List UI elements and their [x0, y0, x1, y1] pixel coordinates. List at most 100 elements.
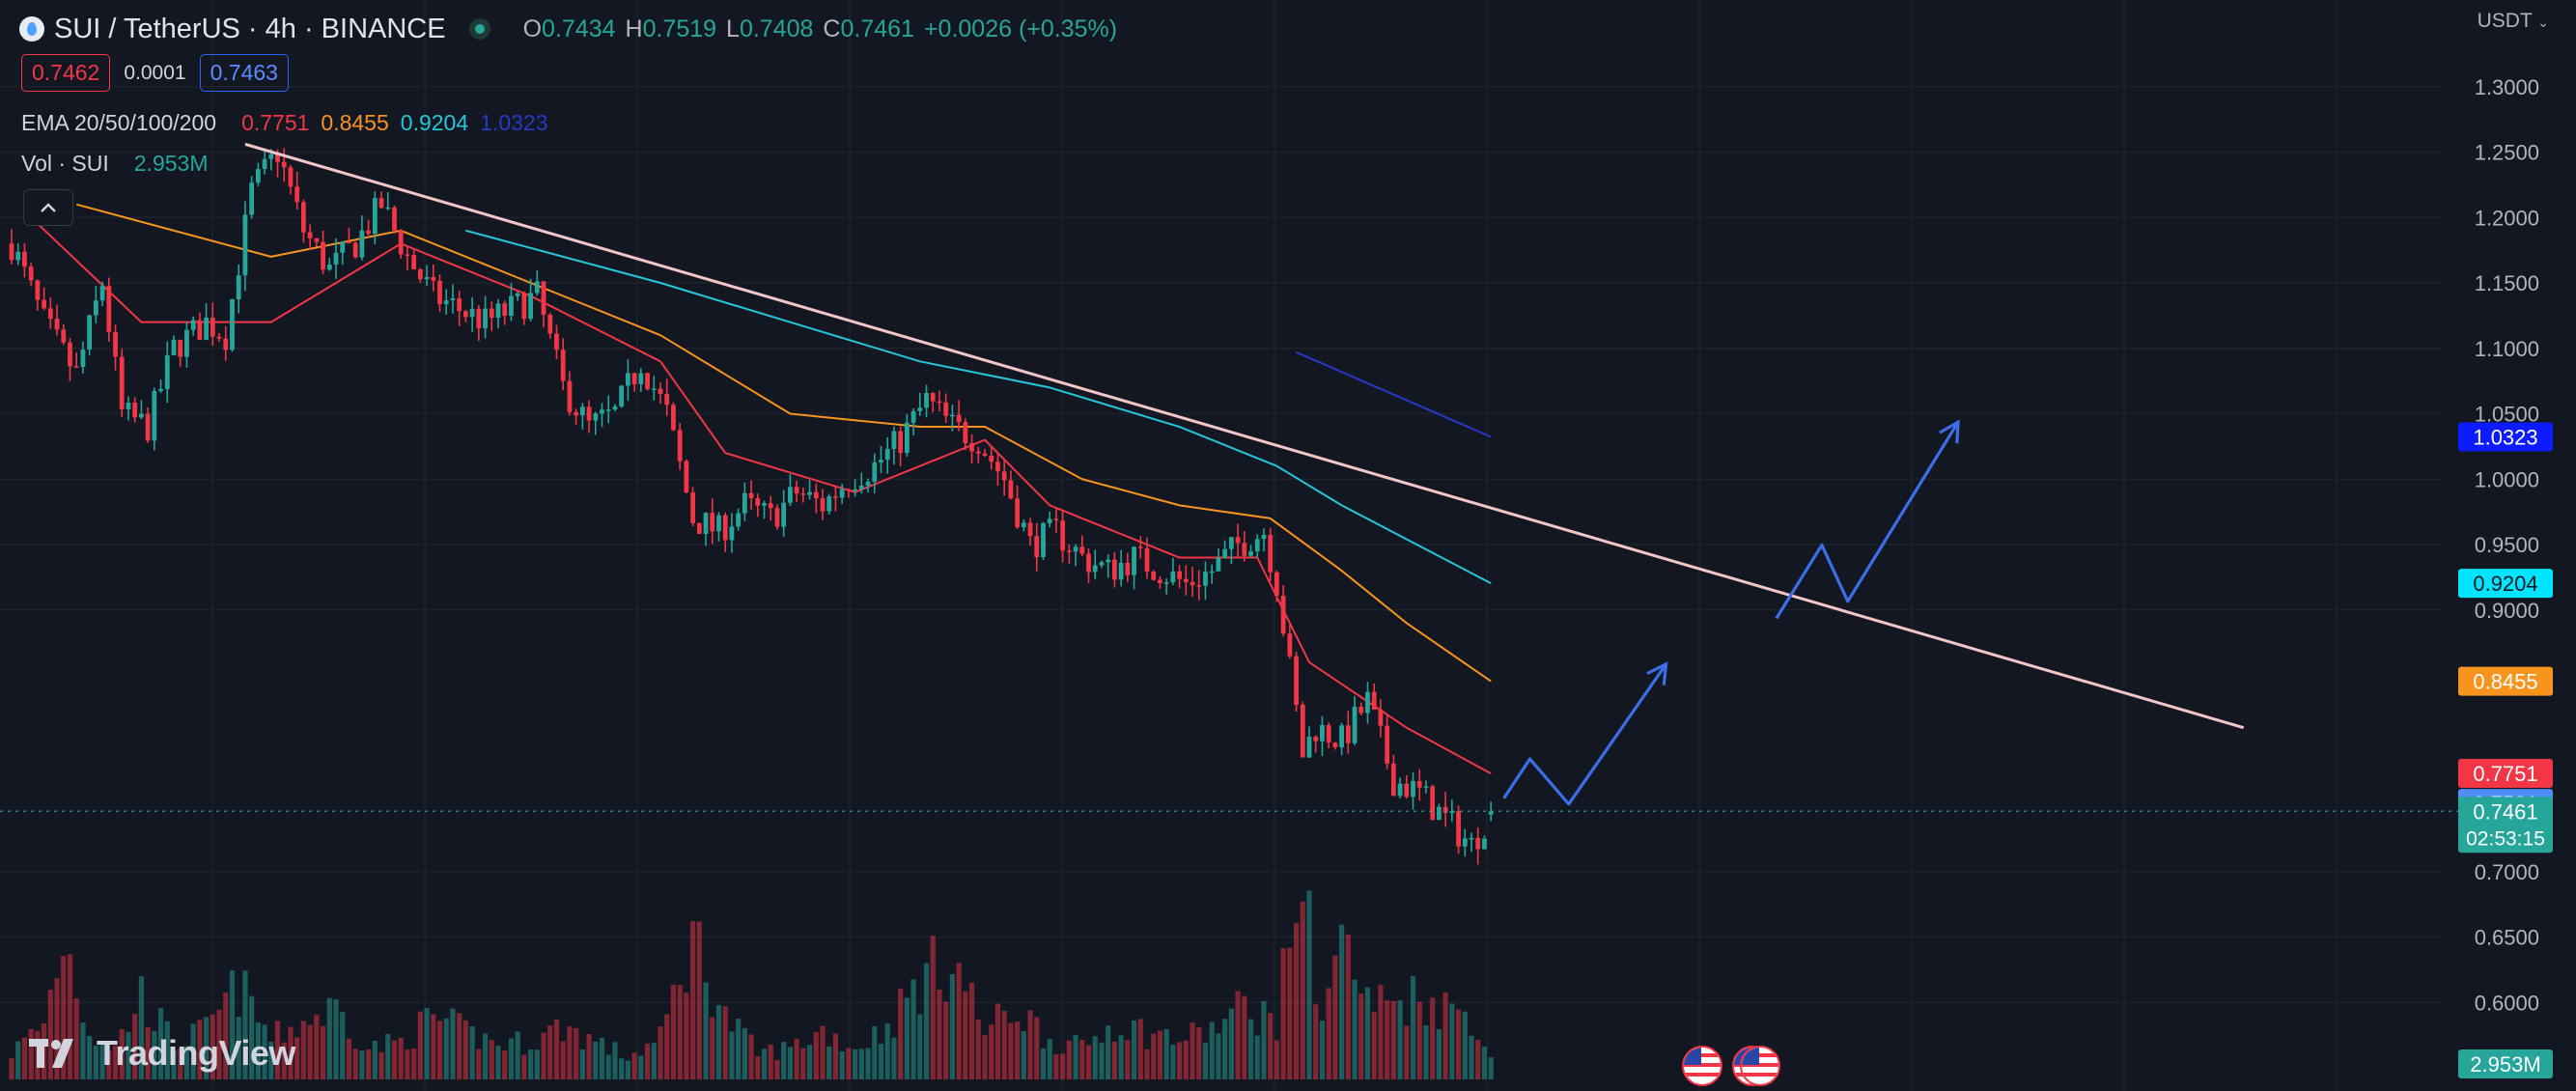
- candle: [9, 243, 14, 261]
- price-axis[interactable]: 1.3000 1.2500 1.2000 1.1500 1.1000 1.0500 1.00…: [2458, 75, 2553, 1078]
- candle: [1137, 546, 1143, 548]
- candle: [340, 241, 346, 253]
- volume-bar: [1300, 901, 1305, 1079]
- volume-bar: [593, 1041, 599, 1079]
- volume-bar: [320, 1025, 326, 1079]
- candle: [690, 491, 695, 523]
- candle: [1047, 518, 1052, 523]
- volume-bar: [884, 1022, 890, 1079]
- candle: [275, 154, 280, 162]
- volume-bar: [54, 978, 60, 1079]
- volume-bar: [1177, 1042, 1183, 1079]
- candle: [262, 158, 267, 170]
- volume-bar: [994, 1003, 1001, 1079]
- candle: [314, 238, 320, 242]
- candle: [1397, 783, 1403, 797]
- volume-bar: [1040, 1048, 1047, 1079]
- volume-bar: [670, 985, 677, 1079]
- volume-bar: [710, 1017, 715, 1079]
- us-flag-event-icon[interactable]: [1682, 1046, 1722, 1086]
- candle: [145, 413, 151, 441]
- projection-path: [1775, 421, 1960, 620]
- volume-bar: [1371, 1012, 1377, 1079]
- user-drawings[interactable]: [0, 142, 2460, 813]
- volume-bar: [715, 1004, 722, 1079]
- volume-bar: [1416, 1001, 1422, 1079]
- volume-bar: [625, 1060, 630, 1079]
- ohlc-low: L0.7408: [726, 14, 814, 42]
- candle: [736, 513, 742, 527]
- candle: [47, 308, 53, 320]
- buy-price-button[interactable]: 0.7463: [199, 54, 289, 92]
- candle: [301, 202, 306, 233]
- candle: [333, 252, 339, 266]
- sell-price-button[interactable]: 0.7462: [21, 54, 111, 92]
- candle: [405, 254, 410, 257]
- ema-legend[interactable]: EMA 20/50/100/200 0.7751 0.8455 0.9204 1…: [21, 110, 548, 136]
- volume-bar: [1449, 1003, 1455, 1079]
- candle: [638, 373, 644, 385]
- volume-bar: [21, 1037, 28, 1079]
- candle: [255, 169, 261, 183]
- volume-bar: [1488, 1057, 1494, 1079]
- candle: [975, 451, 981, 454]
- candle: [1352, 707, 1358, 743]
- candle: [1482, 838, 1487, 850]
- market-status-icon[interactable]: [468, 18, 490, 40]
- candle: [1073, 546, 1078, 552]
- candle: [437, 280, 442, 305]
- volume-bar: [436, 1021, 443, 1079]
- symbol-title[interactable]: SUI / TetherUS · 4h · BINANCE: [54, 13, 446, 44]
- candle: [80, 350, 86, 368]
- candle: [703, 513, 709, 534]
- volume-bar: [307, 1024, 313, 1079]
- candle: [969, 443, 974, 452]
- us-flag-event-icon[interactable]: [1740, 1046, 1780, 1086]
- arrow-head: [1939, 419, 1960, 444]
- volume-bar: [638, 1055, 644, 1079]
- volume-bar: [300, 1021, 306, 1079]
- candle: [898, 431, 904, 454]
- collapse-legend-button[interactable]: [23, 189, 73, 226]
- volume-bar: [1455, 1009, 1462, 1079]
- volume-bar: [1190, 1022, 1195, 1079]
- volume-bar: [1228, 1008, 1234, 1079]
- volume-bar: [274, 1021, 281, 1079]
- candle: [54, 319, 60, 330]
- candle: [658, 388, 663, 395]
- sui-coin-icon: [19, 16, 44, 42]
- volume-legend[interactable]: Vol · SUI 2.953M: [21, 151, 208, 177]
- volume-bar: [398, 1037, 404, 1079]
- candle: [1125, 562, 1131, 575]
- arrow-head: [1646, 661, 1668, 685]
- volume-bar: [910, 979, 916, 1079]
- volume-bar: [1261, 1000, 1267, 1079]
- candle: [541, 281, 546, 315]
- volume-bar: [314, 1014, 320, 1079]
- candle: [807, 491, 812, 495]
- ema-name: EMA 20/50/100/200: [21, 110, 217, 135]
- volume-bar: [1313, 1004, 1319, 1079]
- candle: [671, 405, 676, 431]
- volume-bar: [178, 1049, 183, 1079]
- candle: [626, 373, 630, 386]
- currency-selector[interactable]: USDT ⌄: [2478, 10, 2549, 33]
- volume-bar: [560, 1041, 566, 1079]
- candle: [1332, 742, 1338, 747]
- tradingview-logo[interactable]: TradingView: [27, 1033, 295, 1074]
- candle: [1261, 534, 1267, 540]
- candle: [853, 489, 857, 491]
- volume-bar: [28, 1028, 34, 1079]
- candle: [762, 503, 767, 506]
- candle: [1339, 725, 1344, 747]
- candle: [910, 410, 916, 423]
- volume-bar: [1073, 1035, 1078, 1079]
- candle: [768, 503, 773, 509]
- candle: [236, 275, 241, 299]
- candle: [190, 320, 196, 330]
- volume-bar: [1092, 1036, 1098, 1079]
- volume-bar: [1202, 1043, 1209, 1079]
- volume-bar: [1247, 1019, 1254, 1079]
- candle: [800, 493, 806, 495]
